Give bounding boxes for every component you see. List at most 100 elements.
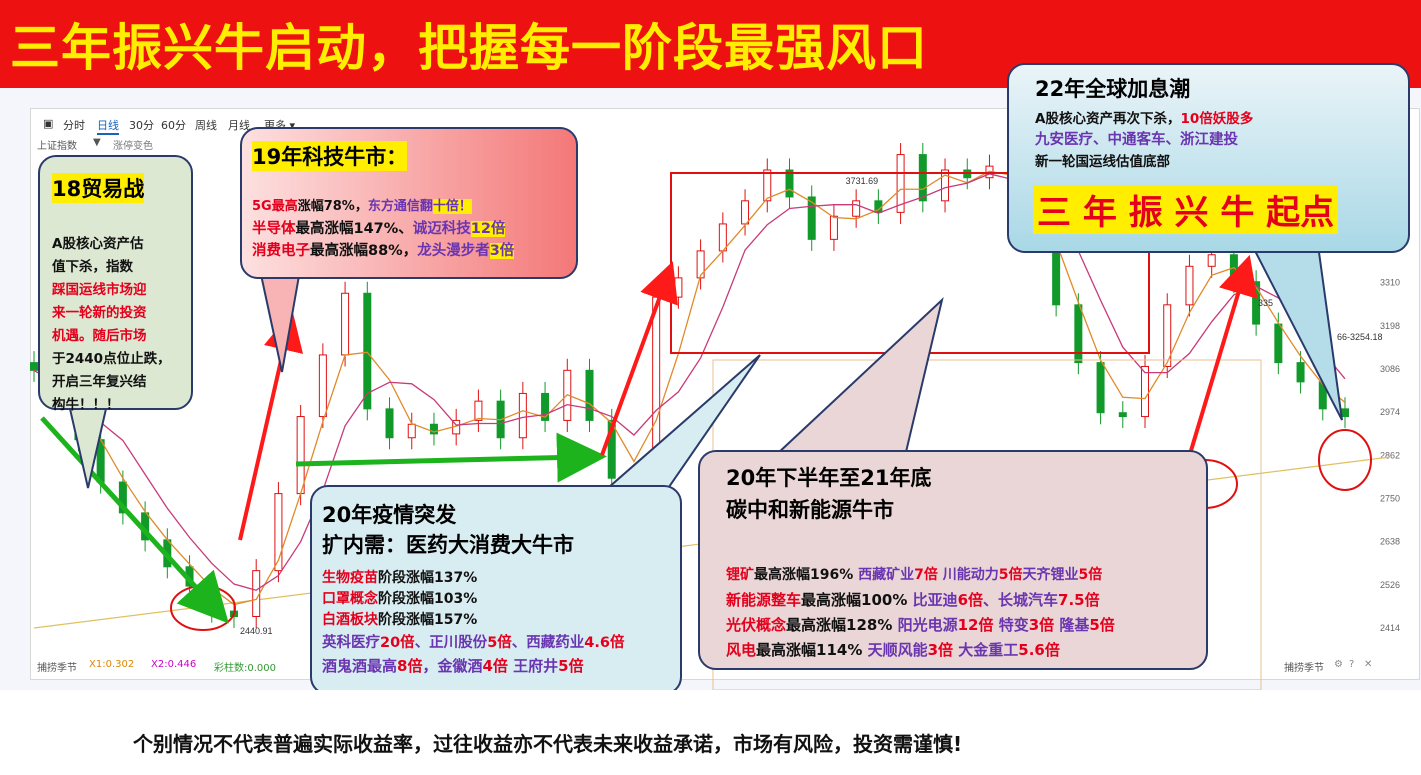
candle-body xyxy=(1274,323,1283,364)
covid-title-2: 扩内需：医药大消费大牛市 xyxy=(322,533,574,557)
n3f: 3倍 xyxy=(1028,616,1055,634)
n1a: 锂矿 xyxy=(726,567,754,583)
c5b: 8倍 xyxy=(397,657,423,675)
rate-hike-line-3: 新一轮国运线估值底部 xyxy=(1035,154,1170,170)
up-arrow-2022 xyxy=(1188,254,1258,455)
covid-title-1: 20年疫情突发 xyxy=(322,503,457,527)
tab-60min[interactable]: 60分 xyxy=(161,119,186,132)
title-banner: 三年振兴牛启动，把握每一阶段最强风口 xyxy=(0,0,1421,88)
c4d: 5倍 xyxy=(487,635,512,651)
n2d: 6倍 xyxy=(957,591,984,609)
covid-line-2: 口罩概念阶段涨幅103% xyxy=(322,588,477,608)
n3b: 最高涨幅128% xyxy=(786,616,893,634)
n1f: 5倍 xyxy=(998,567,1023,583)
c3a: 白酒板块 xyxy=(322,612,378,628)
candle-body xyxy=(363,292,372,410)
key-low-circle xyxy=(1318,429,1372,491)
candle-body xyxy=(541,392,550,421)
tab-weekly[interactable]: 周线 xyxy=(195,119,217,132)
candle-body xyxy=(741,200,750,225)
indicator-x1: X1:0.302 xyxy=(89,659,135,670)
indicator-x2: X2:0.446 xyxy=(151,659,197,670)
candle-body xyxy=(585,369,594,421)
n1c: 西藏矿业 xyxy=(853,567,915,583)
t3b: 最高涨幅88%， xyxy=(310,243,418,259)
t1b: 涨幅78%， xyxy=(297,199,368,214)
tab-30min[interactable]: 30分 xyxy=(129,119,154,132)
n1g: 天齐锂业 xyxy=(1022,567,1079,583)
candle-body xyxy=(1074,304,1083,364)
candle-body xyxy=(918,154,927,202)
settings-icon[interactable]: ⚙ xyxy=(1334,659,1343,670)
c5f: 5倍 xyxy=(558,657,584,675)
flat-arrow-2019 xyxy=(295,432,607,483)
c4a: 英科医疗 xyxy=(322,635,380,651)
candle-body xyxy=(674,277,683,298)
n4b: 最高涨幅114% xyxy=(756,641,863,659)
trade-war-line-6: 于2440点位止跌， xyxy=(52,351,171,367)
index-name: 上证指数 xyxy=(37,141,77,152)
y-tick-label: 2862 xyxy=(1380,450,1400,460)
n2a: 新能源整车 xyxy=(726,591,802,609)
n1b: 最高涨幅196% xyxy=(754,567,854,583)
tab-timeshare[interactable]: 分时 xyxy=(63,119,85,132)
trade-war-line-2: 值下杀，指数 xyxy=(52,259,133,275)
close-icon[interactable]: ✕ xyxy=(1364,659,1373,670)
trade-war-line-4: 来一轮新的投资 xyxy=(52,305,147,321)
candle-body xyxy=(941,169,950,202)
candle-body xyxy=(474,400,483,421)
indicator-name-right[interactable]: 捕捞季节 xyxy=(1284,663,1324,674)
r1a: A股核心资产再次下杀， xyxy=(1035,111,1181,127)
n3c: 阳光电源 xyxy=(892,616,958,634)
candle-body xyxy=(1185,265,1194,306)
help-icon[interactable]: ? xyxy=(1349,659,1355,670)
pointer-rate-hike xyxy=(1250,244,1343,421)
tech-bull-line-1: 5G最高涨幅78%，东方通信翻十倍！ xyxy=(252,195,472,214)
n3e: 特变 xyxy=(993,616,1029,634)
new-energy-line-4: 风电最高涨幅114% 天顺风能3倍 大金重工5.6倍 xyxy=(726,639,1060,660)
t3a: 消费电子 xyxy=(252,243,310,259)
new-energy-line-3: 光伏概念最高涨幅128% 阳光电源12倍 特变3倍 隆基5倍 xyxy=(726,614,1115,635)
pointer-tech-bull xyxy=(258,269,302,373)
n4f: 5.6倍 xyxy=(1018,641,1060,659)
candle-body xyxy=(1096,362,1105,414)
t2a: 半导体 xyxy=(252,221,296,237)
trade-war-line-8: 构牛！！！ xyxy=(52,397,120,413)
candle-body xyxy=(385,408,394,439)
y-tick-label: 2526 xyxy=(1380,580,1400,590)
new-energy-title-1: 20年下半年至21年底 xyxy=(726,466,932,490)
candle-body xyxy=(252,570,261,618)
callout-new-energy: 20年下半年至21年底 碳中和新能源牛市 锂矿最高涨幅196% 西藏矿业7倍 川… xyxy=(698,450,1208,670)
n2c: 比亚迪 xyxy=(907,591,958,609)
candle-body xyxy=(1296,362,1305,383)
candle-body xyxy=(30,362,38,371)
c4c: 、正川股份 xyxy=(414,635,488,651)
candle-body xyxy=(607,419,616,479)
trade-war-line-5: 机遇。随后市场 xyxy=(52,328,147,344)
chevron-circle-icon[interactable]: ▼ xyxy=(93,137,101,148)
indicator-name[interactable]: 捕捞季节 xyxy=(37,663,77,674)
n1d: 7倍 xyxy=(914,567,938,583)
c4e: 、西藏药业 xyxy=(511,635,585,651)
rate-hike-line-1: A股核心资产再次下杀，10倍妖股多 xyxy=(1035,107,1253,127)
c2b: 阶段涨幅103% xyxy=(378,591,478,607)
t1d: 十倍！ xyxy=(432,199,472,214)
n4c: 天顺风能 xyxy=(862,641,928,659)
new-energy-line-1: 锂矿最高涨幅196% 西藏矿业7倍 川能动力5倍天齐锂业5倍 xyxy=(726,564,1102,584)
r1b: 10倍妖股多 xyxy=(1180,111,1254,127)
c2a: 口罩概念 xyxy=(322,591,378,607)
footer: 个别情况不代表普遍实际收益率，过往收益亦不代表未来收益承诺，市场有风险，投资需谨… xyxy=(0,690,1421,775)
c1b: 阶段涨幅137% xyxy=(378,570,478,586)
n1e: 川能动力 xyxy=(937,567,999,583)
t2d: 12倍 xyxy=(470,221,506,237)
limit-up-color-option[interactable]: 涨停变色 xyxy=(113,141,153,152)
moving-average-line-1 xyxy=(33,170,1346,606)
tab-daily[interactable]: 日线 xyxy=(97,117,119,135)
banner-title: 三年振兴牛启动，把握每一阶段最强风口 xyxy=(10,19,928,77)
layout-toggle-icon[interactable]: ▣ xyxy=(43,117,54,130)
y-tick-label: 3086 xyxy=(1380,364,1400,374)
y-tick-label: 3310 xyxy=(1380,278,1400,288)
tab-monthly[interactable]: 月线 xyxy=(228,119,250,132)
